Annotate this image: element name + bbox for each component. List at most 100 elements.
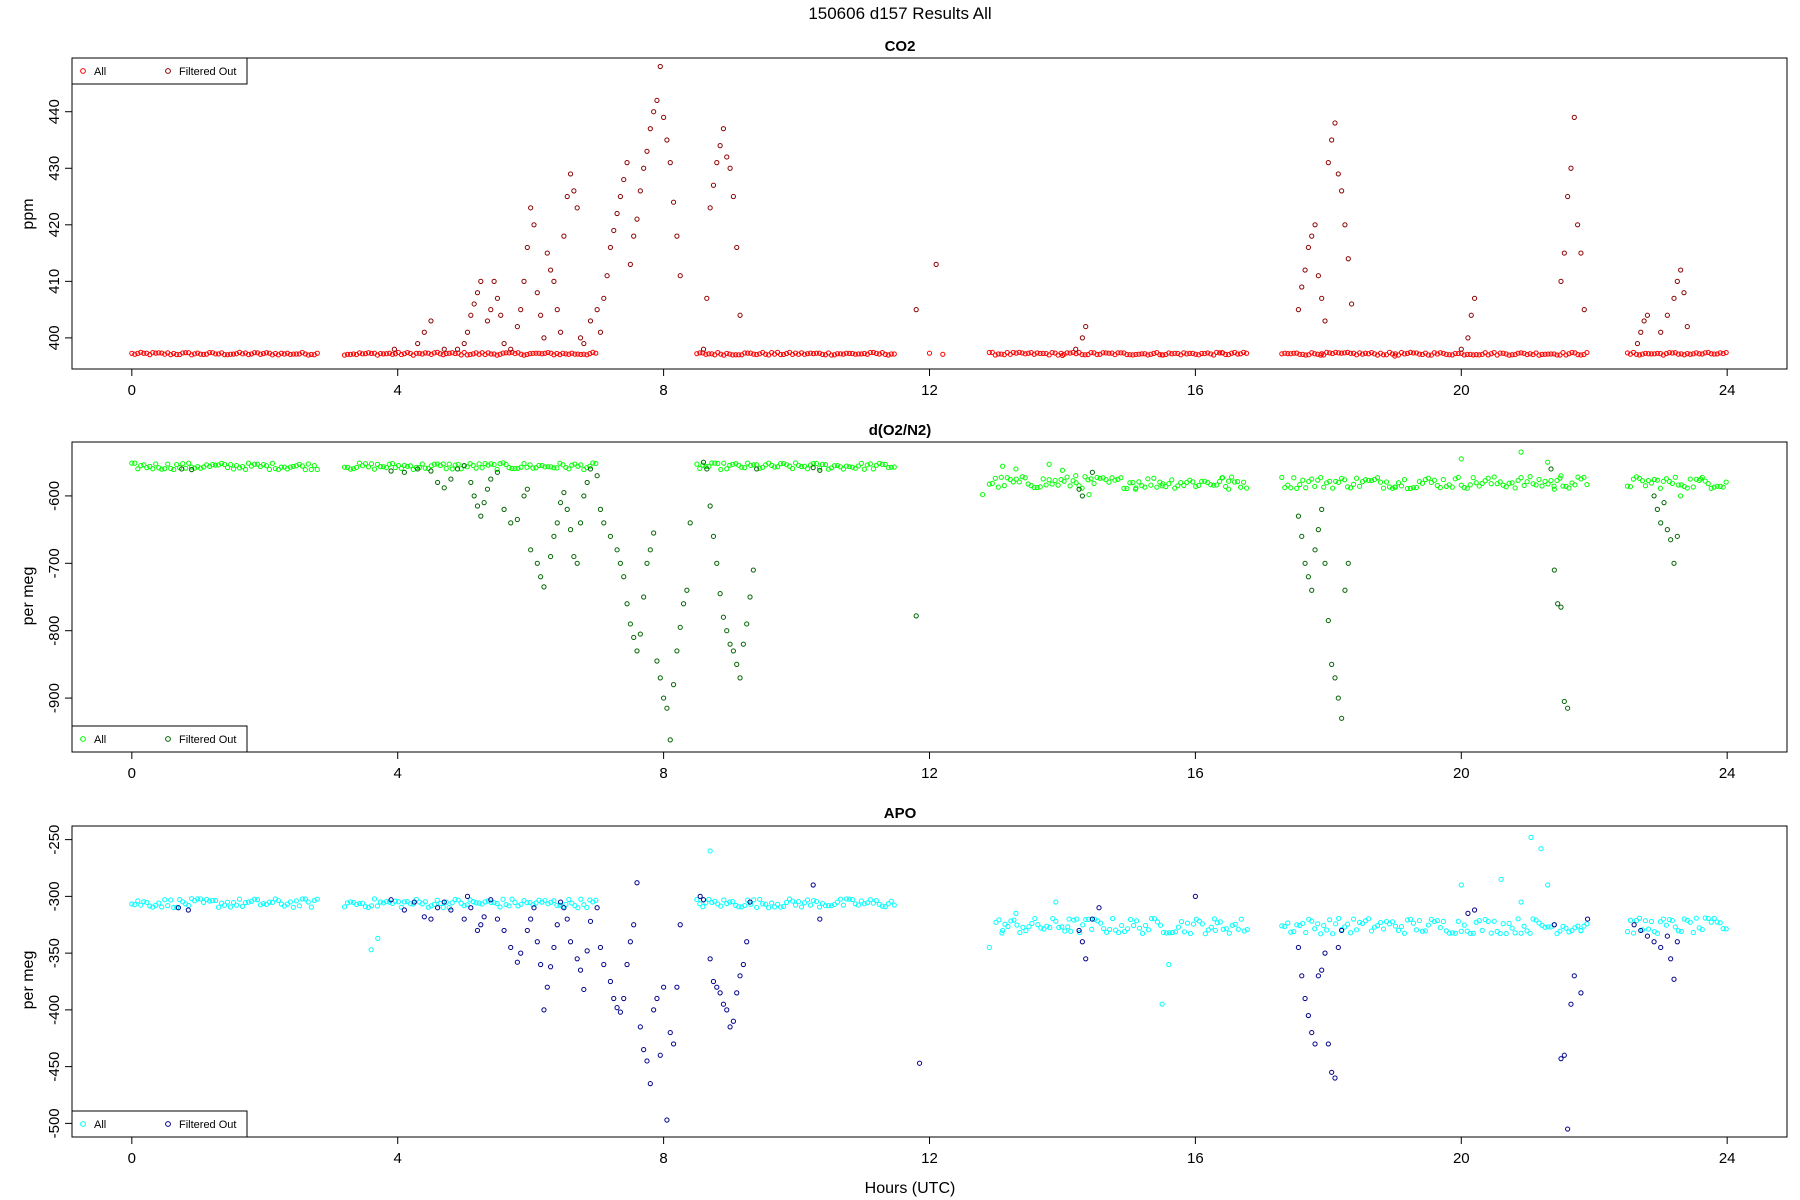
point-all: [1452, 350, 1458, 357]
point-all: [168, 897, 174, 903]
point-filtered: [1345, 560, 1351, 566]
point-all: [162, 351, 168, 357]
point-all: [1333, 349, 1339, 355]
point-filtered: [587, 318, 594, 324]
point-all: [1440, 350, 1446, 356]
point-all: [539, 351, 545, 357]
point-all: [1440, 476, 1446, 483]
point-all: [1219, 475, 1225, 481]
point-filtered: [557, 500, 564, 506]
point-all: [437, 351, 443, 357]
point-all: [1410, 920, 1417, 926]
point-all: [485, 462, 491, 468]
point-all: [1046, 477, 1052, 483]
point-all: [1464, 351, 1470, 357]
point-all: [1166, 961, 1172, 968]
point-filtered: [1329, 661, 1335, 667]
point-all: [566, 896, 572, 903]
point-all: [1154, 919, 1161, 925]
point-all: [727, 899, 733, 905]
point-all: [1157, 352, 1163, 358]
point-all: [260, 900, 267, 907]
point-filtered: [651, 109, 657, 115]
point-filtered: [435, 905, 441, 911]
point-all: [1464, 485, 1470, 491]
point-all: [870, 466, 876, 472]
point-all: [260, 351, 267, 357]
point-all: [1330, 931, 1336, 937]
point-all: [1127, 480, 1133, 486]
point-all: [1410, 485, 1417, 491]
point-all: [290, 904, 296, 910]
point-all: [1037, 350, 1043, 357]
point-all: [1136, 479, 1142, 485]
point-all: [1437, 350, 1443, 356]
point-filtered: [707, 956, 713, 962]
point-all: [1041, 926, 1047, 932]
point-all: [1681, 916, 1687, 922]
point-all: [1202, 478, 1208, 484]
point-all: [1011, 917, 1017, 923]
point-filtered: [478, 278, 484, 284]
point-all: [1345, 349, 1351, 355]
point-all: [888, 464, 894, 470]
point-all: [449, 900, 455, 906]
point-all: [575, 905, 581, 911]
point-all: [212, 462, 219, 468]
point-all: [1237, 484, 1244, 490]
point-all: [1019, 350, 1025, 356]
legend-box: [71, 725, 248, 753]
point-filtered: [1322, 950, 1328, 956]
point-all: [1506, 352, 1512, 358]
point-all: [757, 465, 763, 471]
point-filtered: [1295, 307, 1302, 313]
point-all: [849, 350, 855, 357]
point-all: [305, 461, 311, 467]
point-all: [1214, 482, 1220, 488]
point-all: [1551, 486, 1557, 492]
point-all: [712, 460, 718, 466]
point-all: [377, 899, 384, 905]
point-all: [1085, 477, 1091, 483]
point-filtered: [185, 907, 191, 913]
point-filtered: [1568, 165, 1574, 171]
point-filtered: [601, 520, 607, 526]
point-all: [353, 901, 360, 907]
point-filtered: [657, 675, 663, 681]
point-all: [1485, 918, 1491, 925]
point-filtered: [1295, 513, 1302, 519]
point-filtered: [548, 267, 554, 273]
point-all: [566, 466, 572, 472]
point-filtered: [604, 273, 610, 279]
point-all: [1133, 918, 1140, 924]
point-all: [362, 351, 369, 357]
point-filtered: [581, 493, 587, 499]
point-all: [1279, 923, 1285, 929]
point-filtered: [1671, 295, 1677, 301]
point-all: [783, 350, 790, 357]
point-all: [1232, 479, 1238, 485]
point-all: [437, 462, 443, 468]
point-all: [1627, 484, 1634, 490]
point-all: [132, 902, 138, 908]
point-all: [180, 350, 186, 356]
point-all: [1065, 924, 1071, 930]
point-all: [763, 901, 769, 907]
point-all: [1157, 922, 1164, 928]
point-filtered: [670, 682, 677, 688]
point-all: [1458, 456, 1464, 462]
point-filtered: [654, 97, 660, 104]
point-all: [1052, 477, 1058, 484]
y-tick-label: -800: [46, 616, 63, 646]
point-filtered: [1671, 560, 1677, 566]
point-filtered: [1468, 312, 1474, 318]
point-all: [1086, 916, 1092, 922]
point-all: [1187, 350, 1193, 356]
point-all: [269, 352, 276, 358]
point-all: [718, 903, 724, 909]
point-filtered: [584, 948, 590, 954]
point-all: [1455, 350, 1461, 357]
point-all: [1013, 476, 1019, 482]
point-all: [795, 899, 802, 905]
point-all: [1046, 461, 1052, 467]
